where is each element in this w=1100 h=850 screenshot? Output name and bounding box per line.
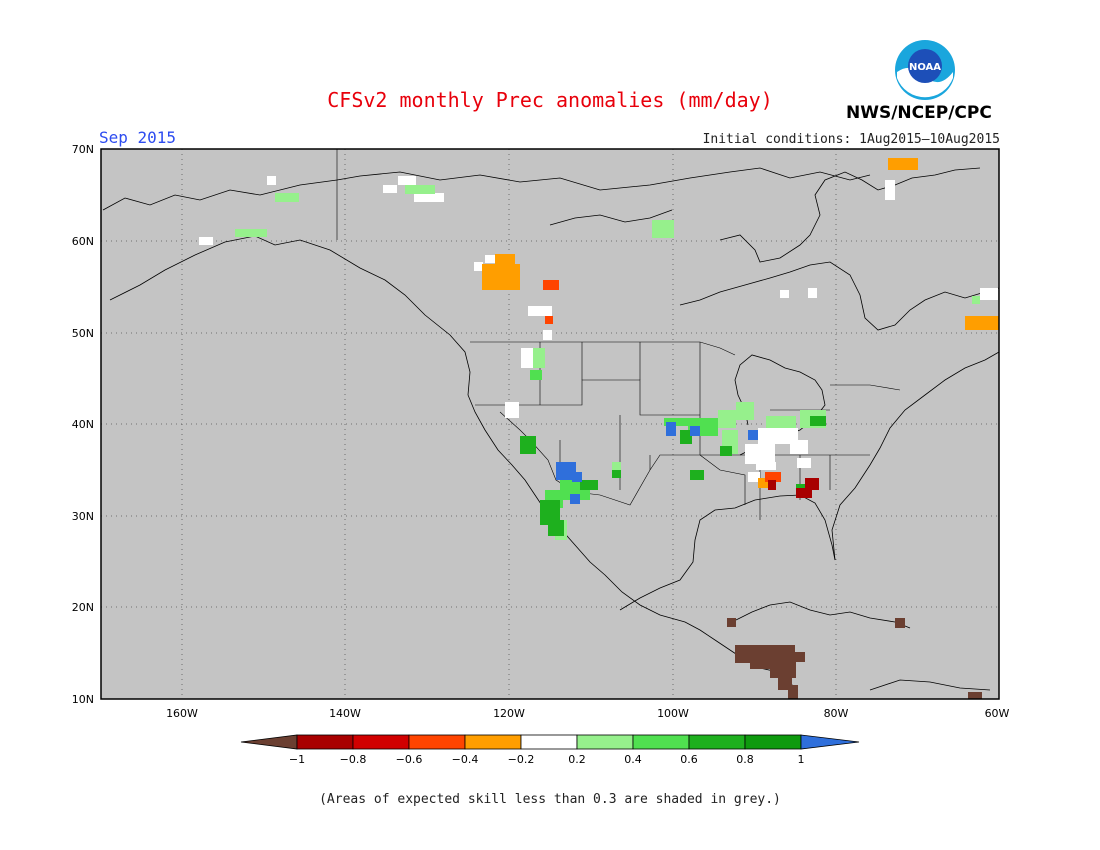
logo-text: NOAA bbox=[909, 62, 941, 73]
forecast-month: Sep 2015 bbox=[99, 128, 177, 147]
map-title: CFSv2 monthly Prec anomalies (mm/day) bbox=[327, 88, 773, 112]
colorbar-tick: −0.2 bbox=[508, 753, 535, 766]
colorbar-tick: −1 bbox=[289, 753, 305, 766]
latitude-labels: 70N 60N 50N 40N 30N 20N 10N bbox=[72, 143, 94, 706]
colorbar-tick: −0.4 bbox=[452, 753, 479, 766]
lat-label: 10N bbox=[72, 693, 94, 706]
lat-label: 70N bbox=[72, 143, 94, 156]
colorbar-segment bbox=[632, 734, 690, 750]
colorbar-tick: 1 bbox=[798, 753, 805, 766]
lon-label: 100W bbox=[657, 707, 689, 720]
colorbar: −1 −0.8 −0.6 −0.4 −0.2 0.2 0.4 0.6 0.8 1 bbox=[240, 734, 860, 766]
colorbar-segment bbox=[352, 734, 410, 750]
colorbar-tick: 0.8 bbox=[736, 753, 754, 766]
lat-label: 50N bbox=[72, 327, 94, 340]
lon-label: 120W bbox=[493, 707, 525, 720]
colorbar-segment bbox=[520, 734, 578, 750]
colorbar-tick: 0.2 bbox=[568, 753, 586, 766]
colorbar-segment bbox=[576, 734, 634, 750]
initial-conditions: Initial conditions: 1Aug2015–10Aug2015 bbox=[702, 132, 1000, 147]
map-borders bbox=[336, 149, 901, 520]
lon-label: 160W bbox=[166, 707, 198, 720]
map-frame bbox=[100, 148, 1000, 700]
lat-label: 40N bbox=[72, 418, 94, 431]
lat-label: 20N bbox=[72, 601, 94, 614]
longitude-labels: 160W 140W 120W 100W 80W 60W bbox=[166, 707, 1009, 720]
colorbar-tick: 0.6 bbox=[680, 753, 698, 766]
lon-label: 140W bbox=[329, 707, 361, 720]
colorbar-tick: −0.8 bbox=[340, 753, 367, 766]
map-grey-background bbox=[101, 149, 999, 699]
colorbar-arrow-high bbox=[800, 734, 860, 750]
lon-label: 80W bbox=[824, 707, 849, 720]
colorbar-segment bbox=[464, 734, 522, 750]
map-gridlines bbox=[101, 149, 999, 699]
anomaly-cells bbox=[199, 158, 999, 699]
skill-note: (Areas of expected skill less than 0.3 a… bbox=[319, 792, 781, 807]
lat-label: 30N bbox=[72, 510, 94, 523]
map-coastlines bbox=[102, 167, 1000, 696]
colorbar-tick: −0.6 bbox=[396, 753, 423, 766]
colorbar-segment bbox=[408, 734, 466, 750]
colorbar-segment bbox=[688, 734, 746, 750]
lon-label: 60W bbox=[985, 707, 1010, 720]
agency-label: NWS/NCEP/CPC bbox=[846, 103, 992, 123]
colorbar-segment bbox=[744, 734, 802, 750]
colorbar-segment bbox=[296, 734, 354, 750]
colorbar-arrow-low bbox=[240, 734, 298, 750]
colorbar-tick: 0.4 bbox=[624, 753, 642, 766]
noaa-logo: NOAA bbox=[895, 40, 955, 100]
lat-label: 60N bbox=[72, 235, 94, 248]
